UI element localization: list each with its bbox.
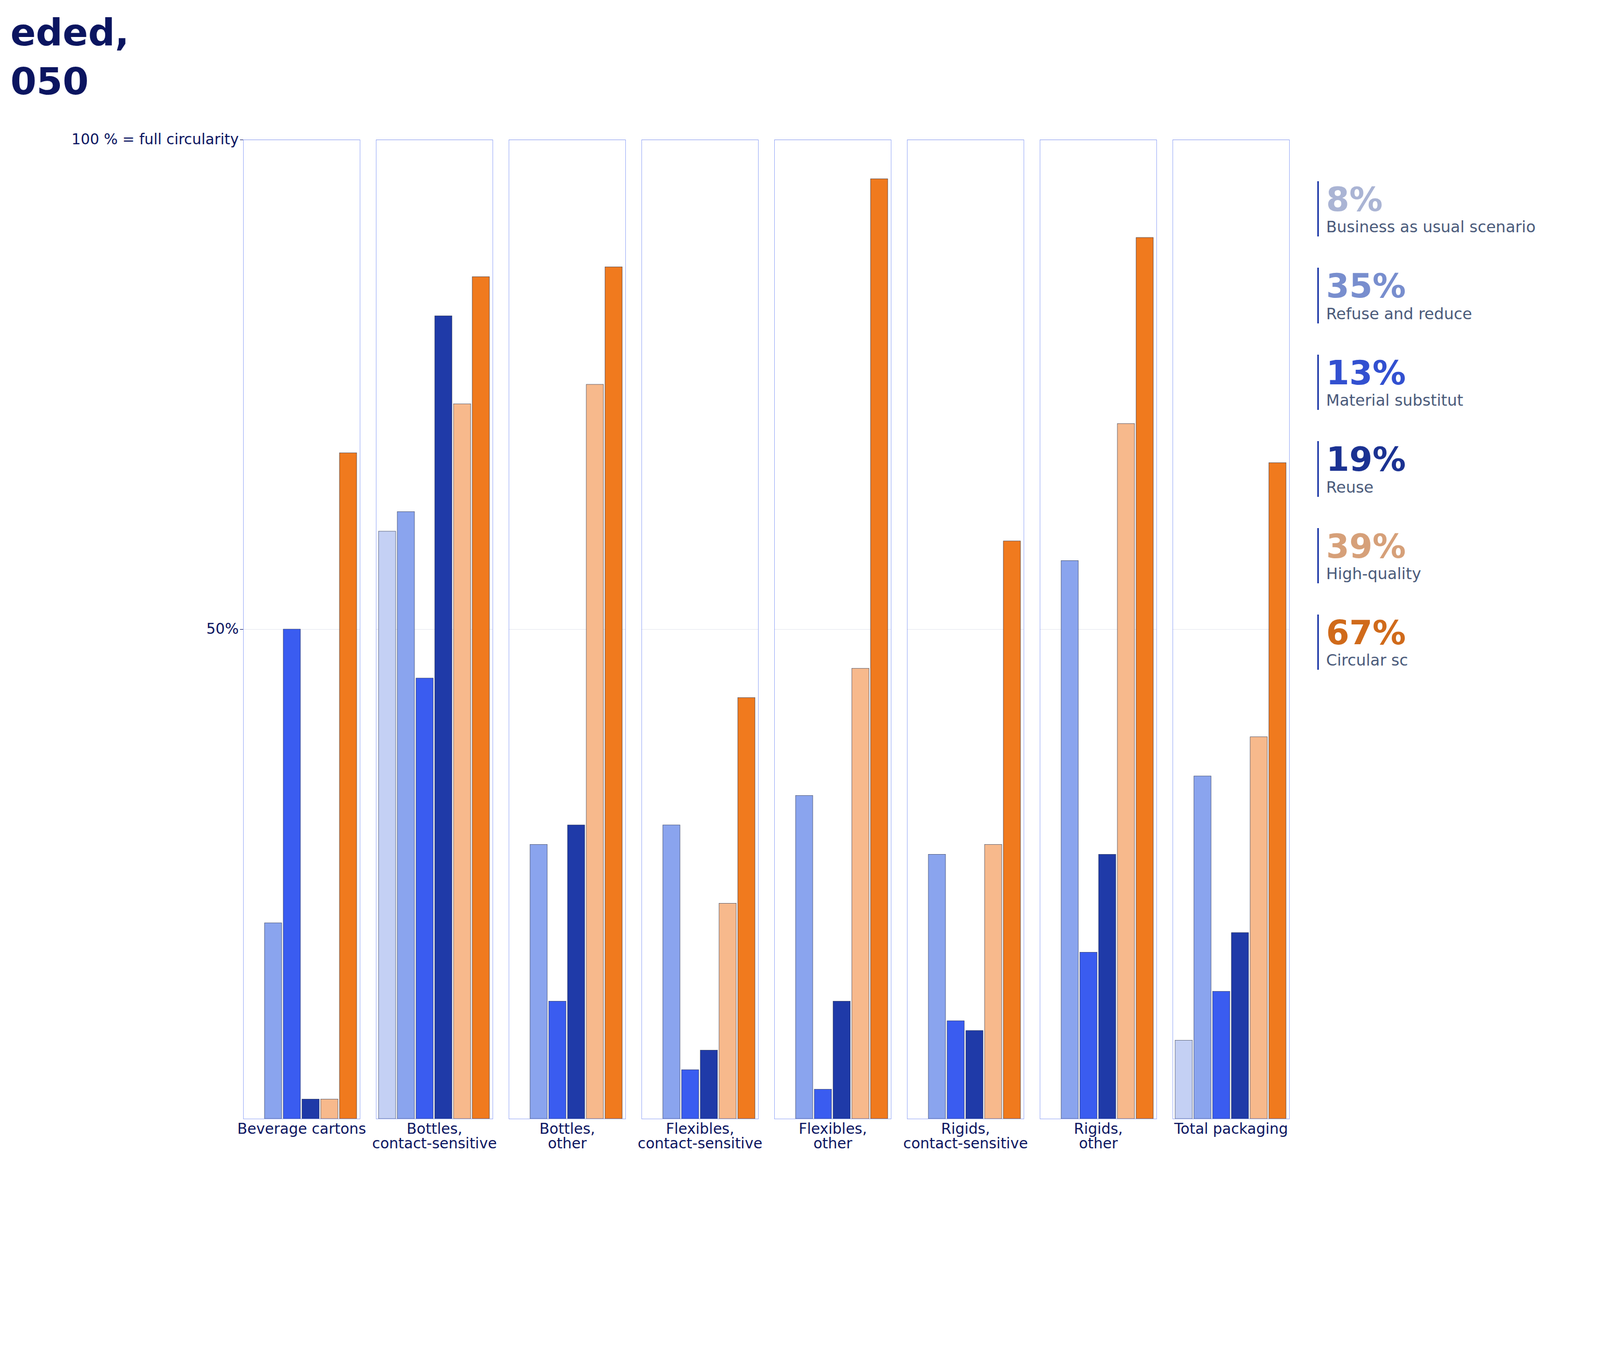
svg-text:Total packaging: Total packaging <box>1173 1119 1289 1138</box>
svg-text:Flexibles,contact-sensitive: Flexibles,contact-sensitive <box>637 1119 763 1152</box>
html-text:35%: 35% <box>1326 266 1406 306</box>
svg-text:Bottles,other: Bottles,other <box>539 1119 596 1152</box>
svg-text:100 % = full circularity: 100 % = full circularity <box>71 130 239 148</box>
svg-text:Beverage cartons: Beverage cartons <box>237 1119 367 1138</box>
html-text:eded,: eded, <box>10 10 130 55</box>
html-text:050: 050 <box>10 59 89 104</box>
html-text:13%: 13% <box>1326 353 1406 392</box>
svg-text:Rigids,other: Rigids,other <box>1073 1119 1123 1152</box>
html-text:67%: 67% <box>1326 613 1406 652</box>
html-text:Reuse: Reuse <box>1326 477 1374 496</box>
svg-text:Rigids,contact-sensitive: Rigids,contact-sensitive <box>903 1119 1028 1152</box>
html-text:High-quality: High-quality <box>1326 564 1422 583</box>
svg-text:Bottles,contact-sensitive: Bottles,contact-sensitive <box>372 1119 497 1152</box>
html-text:8%: 8% <box>1326 180 1383 219</box>
html-text:Business as usual scenario: Business as usual scenario <box>1326 217 1536 237</box>
svg-text:Flexibles,other: Flexibles,other <box>798 1119 867 1152</box>
html-text:39%: 39% <box>1326 526 1406 566</box>
html-text:Material substitut: Material substitut <box>1326 391 1464 410</box>
html-text:19%: 19% <box>1326 440 1406 479</box>
html-text:Circular sc: Circular sc <box>1326 650 1408 670</box>
svg-text:50%: 50% <box>206 620 239 638</box>
html-text:Refuse and reduce: Refuse and reduce <box>1326 304 1473 323</box>
